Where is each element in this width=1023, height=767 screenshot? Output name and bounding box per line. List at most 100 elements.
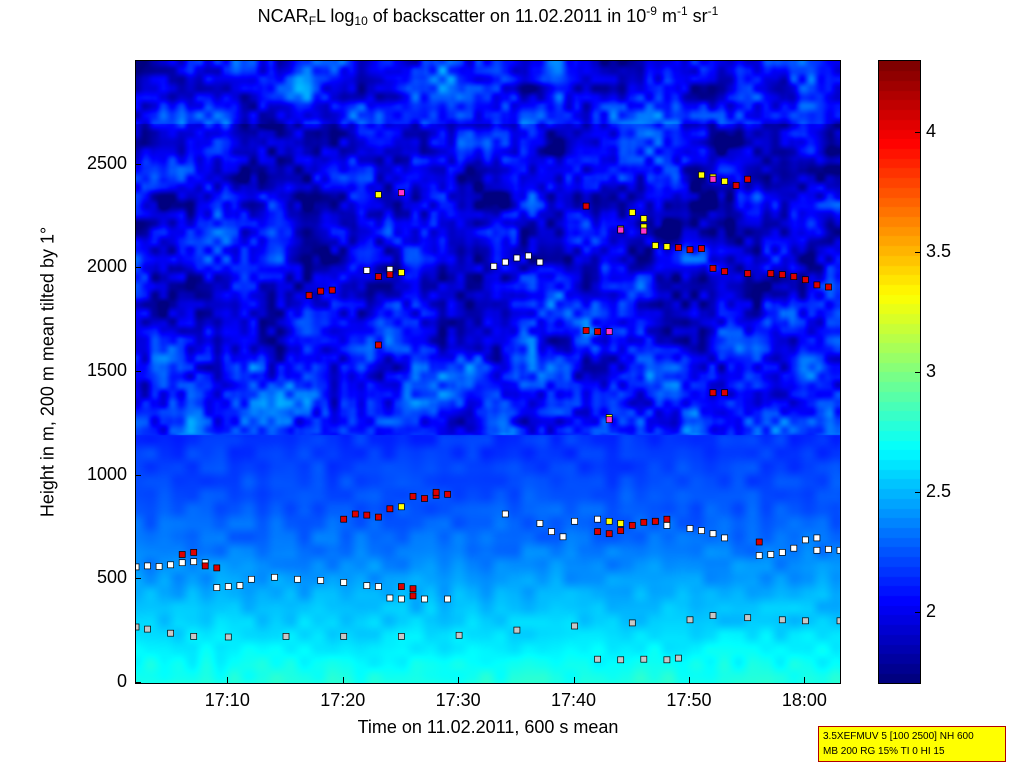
x-tick-label: 17:50 (666, 690, 712, 710)
colorbar-tick-mark (915, 612, 921, 613)
data-marker (755, 552, 763, 559)
data-marker (744, 175, 752, 183)
data-marker (444, 595, 451, 603)
colorbar-tick-label: 4 (926, 121, 937, 141)
data-marker (778, 271, 786, 278)
data-marker (686, 616, 694, 624)
data-marker (501, 510, 509, 518)
data-marker (663, 656, 671, 664)
data-marker (663, 243, 671, 250)
data-marker (236, 582, 244, 589)
x-tick-mark (342, 677, 344, 683)
title-mid: L log (316, 6, 355, 26)
data-marker (409, 493, 417, 500)
data-marker (605, 530, 613, 538)
data-marker (605, 328, 613, 335)
data-marker (571, 517, 578, 525)
y-tick-label: 500 (96, 567, 127, 588)
data-marker (628, 209, 636, 216)
title-sub1: F (308, 14, 317, 28)
data-marker (698, 527, 705, 534)
y-tick-mark (135, 578, 141, 580)
data-marker (513, 626, 521, 634)
data-marker (698, 171, 705, 179)
title-unit1: m (656, 6, 677, 26)
data-marker (375, 583, 382, 590)
data-marker (778, 616, 786, 624)
data-marker (421, 595, 428, 603)
data-marker (802, 276, 809, 284)
data-marker (190, 549, 198, 556)
data-marker (386, 594, 394, 602)
data-marker (778, 549, 786, 556)
data-marker (213, 584, 221, 591)
data-marker (790, 273, 798, 280)
y-tick-label: 1500 (87, 360, 128, 380)
data-marker (605, 416, 613, 424)
data-marker (767, 551, 775, 558)
data-marker (721, 177, 728, 185)
title-sub2: 10 (354, 14, 368, 28)
data-marker (409, 585, 417, 593)
data-marker (340, 515, 348, 523)
data-marker (617, 226, 625, 234)
x-tick-mark (688, 677, 690, 683)
data-marker (825, 283, 832, 291)
data-marker (213, 564, 221, 572)
data-marker (813, 281, 821, 289)
data-marker (640, 227, 648, 235)
y-tick-label: 2500 (87, 152, 128, 173)
colorbar-tick-label: 2.5 (926, 481, 952, 501)
data-marker (136, 563, 140, 571)
data-marker (836, 617, 840, 625)
data-marker (409, 592, 417, 600)
data-marker (398, 503, 405, 511)
y-tick-label: 0 (116, 671, 127, 691)
data-marker (744, 270, 752, 277)
plot-area (135, 60, 841, 684)
data-marker (709, 389, 717, 397)
data-marker (651, 517, 659, 525)
y-tick-mark (135, 267, 141, 269)
x-tick-label: 18:00 (781, 690, 827, 710)
data-marker (386, 271, 394, 278)
colorbar-tick-mark (915, 372, 921, 373)
data-marker (340, 633, 348, 640)
y-tick-label: 2000 (87, 256, 128, 277)
y-tick-label: 1000 (87, 463, 128, 484)
colorbar-tick-label: 2 (926, 601, 937, 621)
data-marker (375, 273, 382, 280)
x-tick-label: 17:40 (551, 690, 597, 710)
data-marker (594, 528, 601, 535)
data-marker (178, 551, 186, 558)
data-marker (628, 522, 636, 529)
chart-title: NCARFL log10 of backscatter on 11.02.201… (135, 4, 841, 28)
data-marker (248, 575, 255, 583)
data-marker (398, 269, 405, 276)
data-marker (398, 583, 405, 590)
data-marker (136, 623, 140, 631)
data-marker (617, 520, 625, 527)
y-tick-mark (135, 682, 141, 683)
x-axis-label: Time on 11.02.2011, 600 s mean (357, 717, 619, 737)
data-marker (836, 546, 840, 554)
y-tick-mark (135, 163, 141, 165)
data-marker (328, 286, 336, 294)
data-marker (525, 252, 532, 260)
data-marker (190, 558, 198, 566)
title-sup2: -1 (676, 4, 688, 18)
data-marker (813, 546, 821, 554)
data-marker (698, 245, 705, 252)
title-prefix: NCAR (257, 6, 309, 26)
x-tick-label: 17:10 (204, 690, 250, 710)
y-axis-label: Height in m, 200 m mean tilted by 1° (37, 226, 58, 518)
data-marker (363, 267, 371, 274)
data-marker (709, 175, 717, 183)
title-sup1: -9 (646, 4, 657, 18)
data-marker (144, 562, 151, 570)
data-marker (755, 538, 763, 546)
info-line-2: MB 200 RG 15% TI 0 HI 15 (823, 746, 945, 757)
data-marker (294, 575, 301, 583)
data-marker (144, 625, 151, 633)
data-marker (224, 583, 232, 590)
